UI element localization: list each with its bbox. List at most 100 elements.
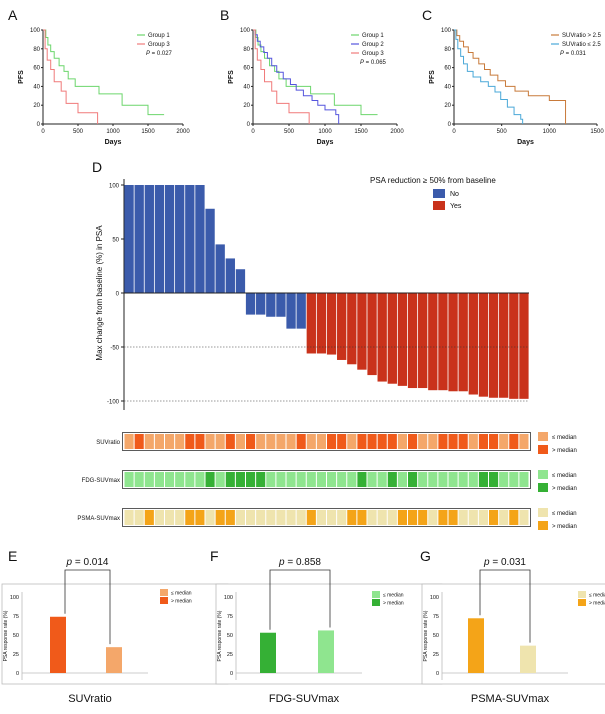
km-curve-2 [253,29,340,124]
heatmap-cell [306,510,316,525]
p-value-annotation: P = 0.031 [560,51,587,57]
heatmap-cell [296,434,306,449]
panel-label-B: B [220,7,229,23]
waterfall-bar [266,293,276,317]
heatmap-cell [185,472,195,487]
waterfall-bar [458,293,468,392]
heatmap-cell [458,510,468,525]
x-axis-label: Days [105,139,122,146]
y-axis-label: PSA response rate (%) [217,610,223,661]
legend-title: PSA reduction ≥ 50% from baseline [370,176,496,185]
legend-entry: Group 1 [148,33,170,39]
waterfall-bar [519,293,529,399]
legend-swatch [160,597,168,604]
x-tick-label: 0 [452,129,456,135]
response-panel-G: G 0 25 50 75 100 PSA response rate (%) ≤ median… [420,548,605,705]
heatmap-cell [256,472,266,487]
heatmap-cell [235,434,245,449]
x-tick-label: 1500 [590,129,604,135]
waterfall-bar [448,293,458,392]
waterfall-bar [499,293,509,398]
waterfall-panel: D -100 -50 0 50 100 Max change from baseline (… [92,159,529,410]
legend-swatch [578,599,586,606]
chart-frame [421,583,605,685]
waterfall-bar [428,293,438,391]
waterfall-bar [326,293,337,355]
heatmap-cell [428,472,438,487]
y-tick-label: 0 [448,122,452,128]
legend-swatch [433,201,445,210]
waterfall-bar [316,293,327,354]
legend-entry: ≤ median [552,473,577,479]
heatmap-cell [154,510,164,525]
y-tick-label: 50 [227,633,233,639]
heatmap-cell [195,510,205,525]
waterfall-bar [144,185,154,293]
heatmap-cell [266,434,276,449]
legend-entry: ≤ median [552,435,577,441]
heatmap-cell [225,434,235,449]
km-curve-1 [454,29,567,124]
y-tick-label: 100 [30,28,41,34]
y-axis-label: PSA response rate (%) [423,610,429,661]
heatmap-cell [438,510,448,525]
heatmap-cell [175,510,185,525]
heatmap-cell [337,472,347,487]
heatmap-cell [306,434,316,449]
y-tick-label: 25 [13,652,19,658]
heatmap-cell [499,472,509,487]
heatmap-cell [357,434,367,449]
heatmap-cell [428,434,438,449]
panel-label-A: A [8,7,18,23]
heatmap-cell [195,472,205,487]
legend-entry: SUVratio > 2.5 [562,33,602,39]
heatmap-cell [256,510,266,525]
heatmap-cell [367,510,377,525]
heatmap-cell [458,472,468,487]
heatmap-cell [165,510,175,525]
legend-swatch [538,483,548,492]
p-value-annotation: P = 0.065 [360,60,387,66]
heatmap-cell [144,472,154,487]
heatmap-cell [144,434,154,449]
legend-swatch [160,589,168,596]
heatmap-cell [357,472,367,487]
x-tick-label: 1500 [141,129,155,135]
waterfall-bar [235,269,246,293]
heatmap-cell [286,510,296,525]
heatmap-cell [408,510,418,525]
waterfall-bar [215,244,225,293]
heatmap-cell [509,472,519,487]
heatmap-cell [347,472,357,487]
response-bar [260,632,276,673]
waterfall-bar [185,185,195,293]
response-bar [50,616,66,673]
x-tick-label: 1000 [318,129,332,135]
waterfall-bar [245,293,256,315]
heatmap-cell [367,472,377,487]
y-tick-label: 20 [243,103,250,109]
y-tick-label: 0 [37,122,41,128]
heatmap-cell [377,510,387,525]
heatmap-cell [225,510,235,525]
y-tick-label: 0 [230,671,233,677]
heatmap-cell [316,434,326,449]
legend-entry: > median [552,486,577,492]
heatmap-cell [175,434,185,449]
panel-label-E: E [8,548,17,564]
waterfall-bar [124,185,134,293]
legend-entry: Yes [450,203,462,210]
waterfall-bar [205,208,215,293]
heatmap-cell [327,510,337,525]
heatmap-cell [499,510,509,525]
y-tick-label: 40 [33,84,40,90]
heatmap-cell [367,434,377,449]
waterfall-bar [337,293,347,360]
waterfall-bar [306,293,316,354]
heatmap-row-label: SUVratio [96,440,120,446]
heatmap-cell [418,510,428,525]
y-axis-label: PFS [18,70,25,84]
